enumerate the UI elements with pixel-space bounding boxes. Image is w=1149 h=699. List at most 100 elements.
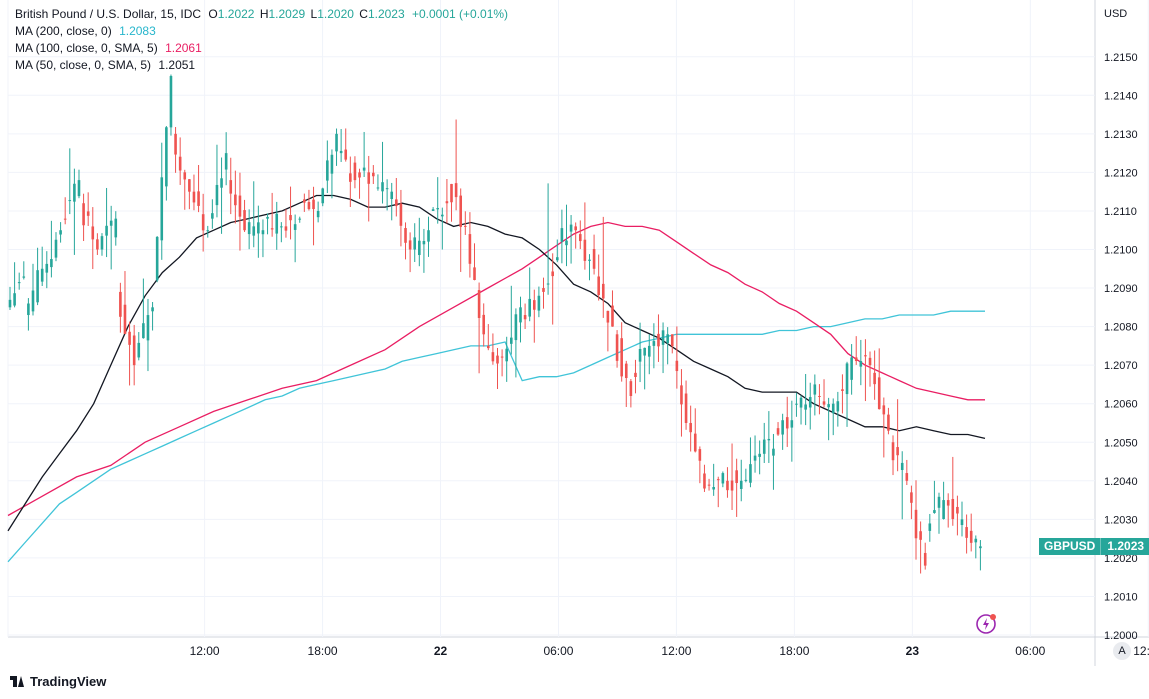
tradingview-logo-icon bbox=[10, 676, 25, 687]
candle-body bbox=[257, 222, 260, 234]
candle-body bbox=[569, 224, 573, 232]
candle-body bbox=[882, 405, 886, 415]
candle-body bbox=[877, 377, 881, 410]
candle-body bbox=[965, 527, 968, 538]
y-tick-label: 1.2080 bbox=[1104, 322, 1138, 334]
x-tick-label: 06:00 bbox=[543, 644, 573, 658]
candle-body bbox=[280, 226, 283, 228]
candle-body bbox=[620, 338, 623, 377]
candle-body bbox=[211, 213, 214, 219]
x-tick-label: 23 bbox=[906, 644, 920, 658]
candle-body bbox=[767, 438, 771, 441]
candle-body bbox=[390, 191, 394, 200]
candle-body bbox=[252, 226, 256, 236]
ma50-label: MA (50, close, 0, SMA, 5) bbox=[15, 58, 152, 72]
candle-body bbox=[266, 216, 269, 219]
candle-body bbox=[565, 240, 568, 246]
ma200-value: 1.2083 bbox=[119, 24, 156, 38]
candle-body bbox=[726, 480, 729, 491]
candle-body bbox=[721, 473, 725, 484]
candle-body bbox=[753, 455, 757, 461]
candle-body bbox=[385, 188, 389, 190]
x-tick-label: 12:00 bbox=[190, 644, 220, 658]
symbol-title[interactable]: British Pound / U.S. Dollar, 15, IDC bbox=[15, 7, 202, 21]
candle-body bbox=[8, 299, 12, 308]
y-tick-label: 1.2070 bbox=[1104, 360, 1138, 372]
candle-body bbox=[109, 220, 113, 226]
y-tick-label: 1.2010 bbox=[1104, 591, 1138, 603]
candle-body bbox=[344, 149, 348, 160]
tradingview-footer[interactable]: TradingView bbox=[10, 674, 106, 689]
legend-ma200-row[interactable]: MA (200, close, 0) 1.2083 bbox=[15, 23, 508, 40]
candle-body bbox=[468, 234, 472, 264]
legend-ma100-row[interactable]: MA (100, close, 0, SMA, 5) 1.2061 bbox=[15, 40, 508, 57]
candle-body bbox=[758, 453, 761, 457]
candle-body bbox=[100, 236, 104, 250]
candle-body bbox=[675, 360, 679, 372]
auto-scale-button[interactable]: A bbox=[1113, 642, 1131, 660]
candle-body bbox=[868, 357, 872, 366]
candle-body bbox=[54, 239, 58, 258]
y-tick-label: 1.2050 bbox=[1104, 437, 1138, 449]
candle-body bbox=[165, 127, 168, 187]
candle-body bbox=[326, 160, 329, 181]
candle-body bbox=[919, 531, 922, 540]
candle-body bbox=[436, 208, 440, 210]
candle-body bbox=[63, 218, 67, 220]
candle-body bbox=[942, 500, 945, 519]
candle-body bbox=[578, 234, 582, 242]
time-axis[interactable]: 12:00 18:00 22 06:00 12:00 18:00 23 06:00 12:00 bbox=[190, 644, 1149, 658]
candle-body bbox=[864, 355, 867, 357]
x-tick-label: 18:00 bbox=[779, 644, 809, 658]
candle-body bbox=[59, 230, 62, 235]
candle-body bbox=[229, 180, 233, 194]
candle-body bbox=[597, 276, 600, 296]
candle-body bbox=[546, 283, 550, 285]
lightning-icon[interactable] bbox=[975, 613, 997, 635]
ma50-line bbox=[7, 194, 986, 532]
candle-body bbox=[795, 403, 798, 405]
candle-body bbox=[905, 473, 909, 481]
candle-body bbox=[523, 315, 527, 320]
y-tick-label: 1.2020 bbox=[1104, 553, 1138, 565]
candle-body bbox=[652, 341, 656, 346]
candle-body bbox=[86, 211, 90, 216]
legend-ma50-row[interactable]: MA (50, close, 0, SMA, 5) 1.2051 bbox=[15, 57, 508, 74]
candle-body bbox=[464, 225, 467, 227]
candle-body bbox=[606, 310, 610, 323]
low-label: L bbox=[310, 7, 318, 21]
legend-symbol-row[interactable]: British Pound / U.S. Dollar, 15, IDC O1.… bbox=[15, 6, 508, 23]
candle-body bbox=[496, 355, 499, 364]
candle-body bbox=[615, 334, 619, 361]
candle-body bbox=[813, 384, 817, 395]
candle-body bbox=[537, 295, 541, 311]
candle-body bbox=[772, 448, 775, 456]
candle-body bbox=[114, 218, 118, 238]
candle-body bbox=[160, 177, 164, 241]
y-tick-label: 1.2140 bbox=[1104, 90, 1138, 102]
price-axis[interactable]: 1.2000 1.2010 1.2020 1.2030 1.2040 1.2050 1.20… bbox=[1104, 52, 1138, 642]
candle-body bbox=[583, 239, 587, 261]
candle-body bbox=[293, 224, 297, 230]
candle-body bbox=[666, 334, 669, 343]
currency-label[interactable]: USD bbox=[1104, 8, 1128, 20]
price-tag-value: 1.2023 bbox=[1101, 538, 1149, 555]
candle-body bbox=[77, 180, 81, 197]
candle-body bbox=[441, 214, 444, 217]
y-tick-label: 1.2110 bbox=[1104, 206, 1137, 218]
ma100-label: MA (100, close, 0, SMA, 5) bbox=[15, 41, 158, 55]
candle-body bbox=[790, 420, 794, 428]
candle-body bbox=[40, 268, 44, 282]
candle-body bbox=[372, 172, 375, 177]
x-tick-label: 18:00 bbox=[308, 644, 338, 658]
candle-body bbox=[201, 214, 205, 231]
close-label: C bbox=[359, 7, 368, 21]
candle-body bbox=[937, 496, 941, 508]
candle-body bbox=[50, 259, 53, 268]
candle-body bbox=[96, 239, 99, 250]
candle-body bbox=[487, 345, 490, 349]
candle-body bbox=[532, 300, 536, 310]
candle-body bbox=[657, 333, 660, 347]
candle-body bbox=[891, 442, 895, 461]
